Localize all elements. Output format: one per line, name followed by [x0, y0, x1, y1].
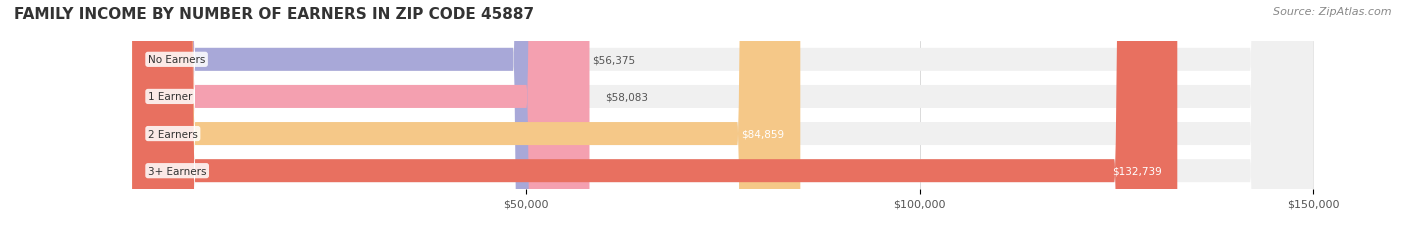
FancyBboxPatch shape [132, 0, 576, 231]
FancyBboxPatch shape [132, 0, 800, 231]
Text: FAMILY INCOME BY NUMBER OF EARNERS IN ZIP CODE 45887: FAMILY INCOME BY NUMBER OF EARNERS IN ZI… [14, 7, 534, 22]
FancyBboxPatch shape [132, 0, 1313, 231]
FancyBboxPatch shape [132, 0, 589, 231]
Text: 1 Earner: 1 Earner [148, 92, 193, 102]
Text: 2 Earners: 2 Earners [148, 129, 198, 139]
FancyBboxPatch shape [132, 0, 1313, 231]
FancyBboxPatch shape [132, 0, 1313, 231]
Text: $84,859: $84,859 [741, 129, 785, 139]
Text: Source: ZipAtlas.com: Source: ZipAtlas.com [1274, 7, 1392, 17]
Text: $58,083: $58,083 [605, 92, 648, 102]
Text: No Earners: No Earners [148, 55, 205, 65]
FancyBboxPatch shape [132, 0, 1313, 231]
Text: $132,739: $132,739 [1112, 166, 1161, 176]
FancyBboxPatch shape [132, 0, 1177, 231]
Text: $56,375: $56,375 [592, 55, 636, 65]
Text: 3+ Earners: 3+ Earners [148, 166, 207, 176]
